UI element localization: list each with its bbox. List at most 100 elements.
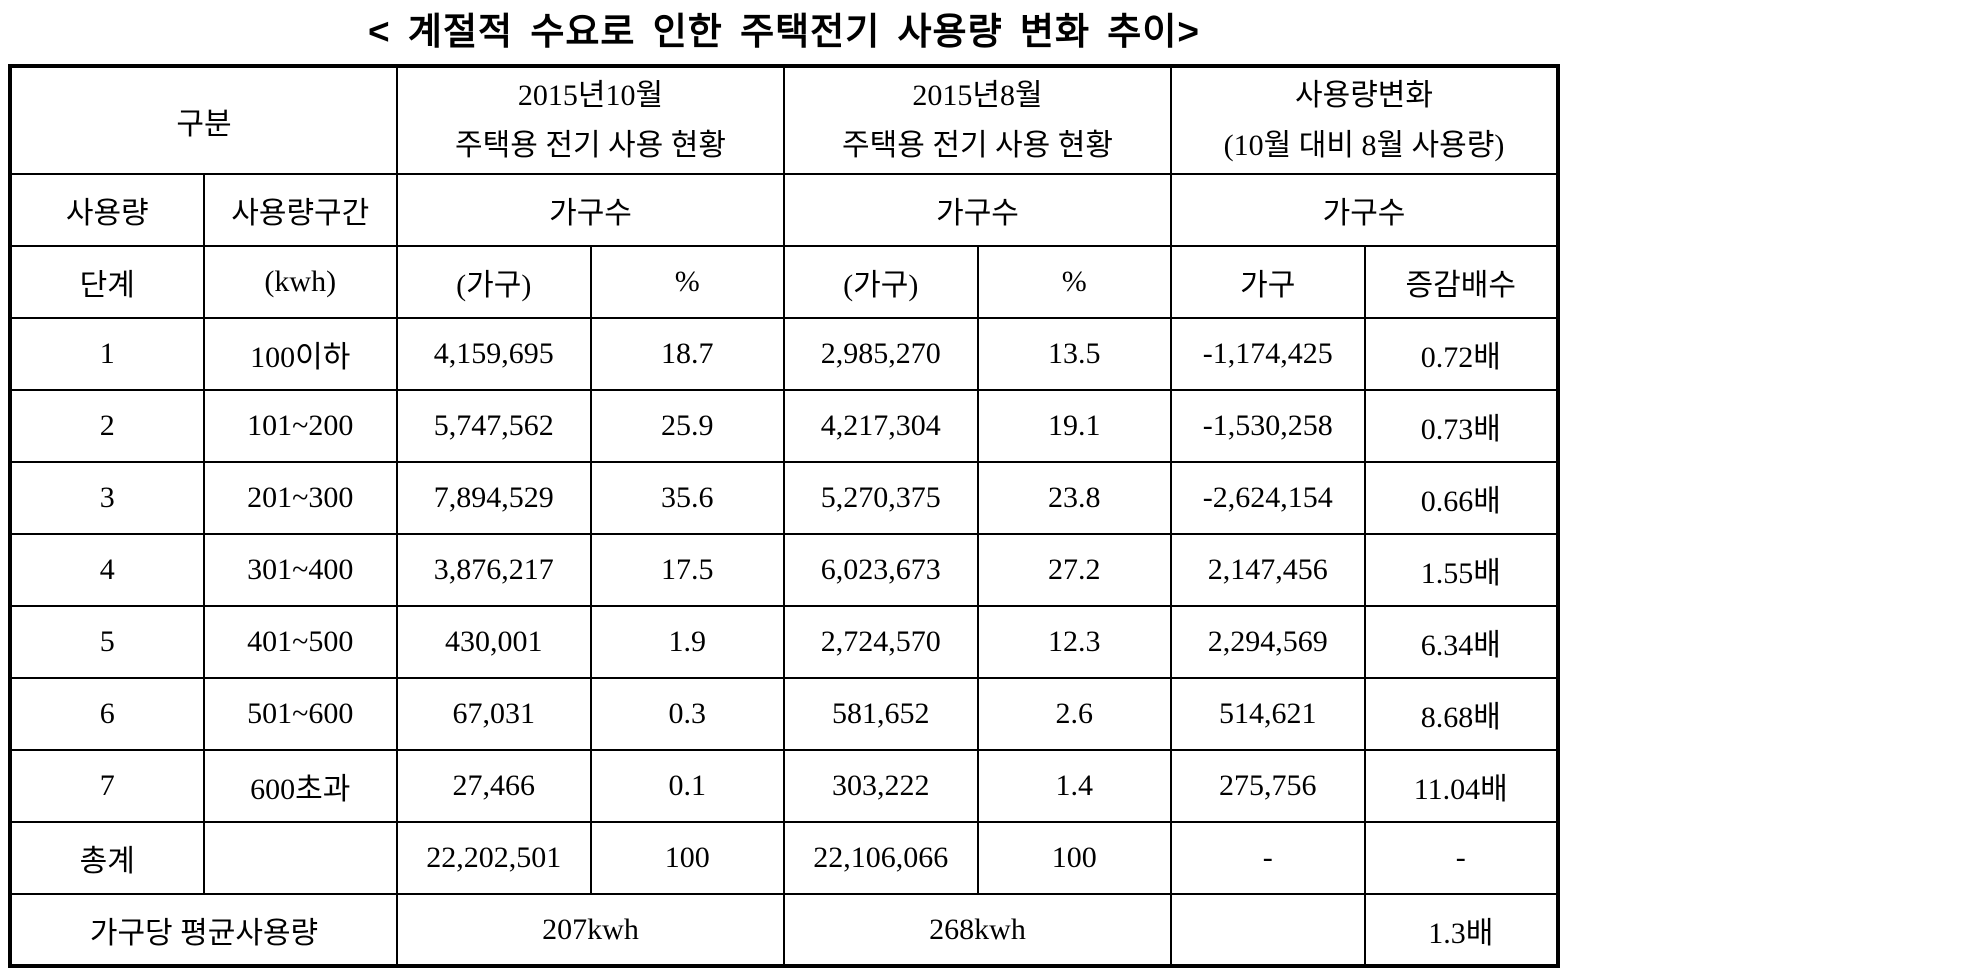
total-oct-households: 22,202,501 — [396, 821, 592, 895]
cell-change-households: 2,294,569 — [1170, 605, 1366, 679]
cell-aug-percent: 27.2 — [976, 533, 1172, 607]
header-august-line2: 주택용 전기 사용 현황 — [842, 128, 1113, 162]
header-household-unit-aug: (가구) — [783, 245, 979, 319]
header-row-households: 사용량 사용량구간 가구수 가구수 가구수 — [9, 173, 1559, 247]
cell-oct-households: 67,031 — [396, 677, 592, 751]
cell-change-multiplier: 0.72배 — [1363, 317, 1559, 391]
cell-change-households: -2,624,154 — [1170, 461, 1366, 535]
header-gubun: 구분 — [9, 65, 398, 175]
header-percent-aug: % — [976, 245, 1172, 319]
cell-oct-percent: 25.9 — [589, 389, 785, 463]
cell-level: 1 — [9, 317, 205, 391]
header-households-aug: 가구수 — [783, 173, 1172, 247]
cell-change-households: -1,174,425 — [1170, 317, 1366, 391]
cell-change-multiplier: 0.73배 — [1363, 389, 1559, 463]
average-change-empty — [1170, 893, 1366, 967]
cell-range: 401~500 — [202, 605, 398, 679]
cell-level: 4 — [9, 533, 205, 607]
cell-aug-households: 581,652 — [783, 677, 979, 751]
cell-aug-percent: 1.4 — [976, 749, 1172, 823]
cell-aug-households: 303,222 — [783, 749, 979, 823]
table-row: 4 301~400 3,876,217 17.5 6,023,673 27.2 … — [9, 533, 1559, 607]
cell-oct-percent: 35.6 — [589, 461, 785, 535]
cell-range: 301~400 — [202, 533, 398, 607]
cell-change-multiplier: 6.34배 — [1363, 605, 1559, 679]
cell-change-multiplier: 11.04배 — [1363, 749, 1559, 823]
header-level: 단계 — [9, 245, 205, 319]
cell-level: 6 — [9, 677, 205, 751]
cell-aug-households: 6,023,673 — [783, 533, 979, 607]
cell-aug-percent: 23.8 — [976, 461, 1172, 535]
cell-level: 2 — [9, 389, 205, 463]
cell-range: 501~600 — [202, 677, 398, 751]
header-change-line1: 사용량변화 — [1295, 78, 1433, 112]
total-change-multiplier: - — [1363, 821, 1559, 895]
total-range-empty — [202, 821, 398, 895]
average-aug-value: 268kwh — [783, 893, 1172, 967]
cell-aug-percent: 19.1 — [976, 389, 1172, 463]
table-row: 5 401~500 430,001 1.9 2,724,570 12.3 2,2… — [9, 605, 1559, 679]
cell-aug-households: 2,724,570 — [783, 605, 979, 679]
table-row: 2 101~200 5,747,562 25.9 4,217,304 19.1 … — [9, 389, 1559, 463]
total-label: 총계 — [9, 821, 205, 895]
header-october-line1: 2015년10월 — [517, 78, 664, 112]
cell-change-multiplier: 1.55배 — [1363, 533, 1559, 607]
cell-range: 101~200 — [202, 389, 398, 463]
header-household-change: 가구 — [1170, 245, 1366, 319]
cell-level: 5 — [9, 605, 205, 679]
average-multiplier: 1.3배 — [1363, 893, 1559, 967]
cell-change-households: -1,530,258 — [1170, 389, 1366, 463]
table-title: < 계절적 수요로 인한 주택전기 사용량 변화 추이> — [368, 11, 1200, 52]
cell-aug-households: 5,270,375 — [783, 461, 979, 535]
header-household-unit-oct: (가구) — [396, 245, 592, 319]
cell-level: 7 — [9, 749, 205, 823]
cell-change-households: 514,621 — [1170, 677, 1366, 751]
header-percent-oct: % — [589, 245, 785, 319]
cell-range: 600초과 — [202, 749, 398, 823]
header-usage-range: 사용량구간 — [202, 173, 398, 247]
cell-change-multiplier: 8.68배 — [1363, 677, 1559, 751]
total-change-households: - — [1170, 821, 1366, 895]
cell-oct-percent: 0.3 — [589, 677, 785, 751]
header-row-groups: 구분 2015년10월 주택용 전기 사용 현황 2015년8월 주택용 전기 … — [9, 65, 1559, 175]
cell-aug-percent: 2.6 — [976, 677, 1172, 751]
cell-oct-households: 3,876,217 — [396, 533, 592, 607]
header-october-group: 2015년10월 주택용 전기 사용 현황 — [396, 65, 785, 175]
total-aug-percent: 100 — [976, 821, 1172, 895]
cell-oct-percent: 1.9 — [589, 605, 785, 679]
average-row: 가구당 평균사용량 207kwh 268kwh 1.3배 — [9, 893, 1559, 967]
header-usage: 사용량 — [9, 173, 205, 247]
average-oct-value: 207kwh — [396, 893, 785, 967]
cell-oct-households: 7,894,529 — [396, 461, 592, 535]
cell-oct-households: 27,466 — [396, 749, 592, 823]
report-table-section: < 계절적 수요로 인한 주택전기 사용량 변화 추이> 구분 2015년10월… — [8, 6, 1560, 968]
cell-aug-households: 4,217,304 — [783, 389, 979, 463]
header-households-change: 가구수 — [1170, 173, 1559, 247]
table-row: 1 100이하 4,159,695 18.7 2,985,270 13.5 -1… — [9, 317, 1559, 391]
total-oct-percent: 100 — [589, 821, 785, 895]
cell-change-multiplier: 0.66배 — [1363, 461, 1559, 535]
header-august-line1: 2015년8월 — [912, 78, 1043, 112]
cell-range: 201~300 — [202, 461, 398, 535]
header-change-group: 사용량변화 (10월 대비 8월 사용량) — [1170, 65, 1559, 175]
cell-range: 100이하 — [202, 317, 398, 391]
cell-level: 3 — [9, 461, 205, 535]
header-october-line2: 주택용 전기 사용 현황 — [455, 128, 726, 162]
electricity-usage-table: 구분 2015년10월 주택용 전기 사용 현황 2015년8월 주택용 전기 … — [8, 64, 1560, 968]
header-change-line2: (10월 대비 8월 사용량) — [1223, 128, 1505, 162]
header-change-multiplier: 증감배수 — [1363, 245, 1559, 319]
total-row: 총계 22,202,501 100 22,106,066 100 - - — [9, 821, 1559, 895]
total-aug-households: 22,106,066 — [783, 821, 979, 895]
cell-change-households: 2,147,456 — [1170, 533, 1366, 607]
table-row: 6 501~600 67,031 0.3 581,652 2.6 514,621… — [9, 677, 1559, 751]
cell-oct-households: 5,747,562 — [396, 389, 592, 463]
cell-oct-percent: 18.7 — [589, 317, 785, 391]
cell-aug-households: 2,985,270 — [783, 317, 979, 391]
header-kwh-unit: (kwh) — [202, 245, 398, 319]
table-row: 3 201~300 7,894,529 35.6 5,270,375 23.8 … — [9, 461, 1559, 535]
average-label: 가구당 평균사용량 — [9, 893, 398, 967]
header-row-units: 단계 (kwh) (가구) % (가구) % 가구 증감배수 — [9, 245, 1559, 319]
cell-oct-households: 430,001 — [396, 605, 592, 679]
cell-oct-households: 4,159,695 — [396, 317, 592, 391]
